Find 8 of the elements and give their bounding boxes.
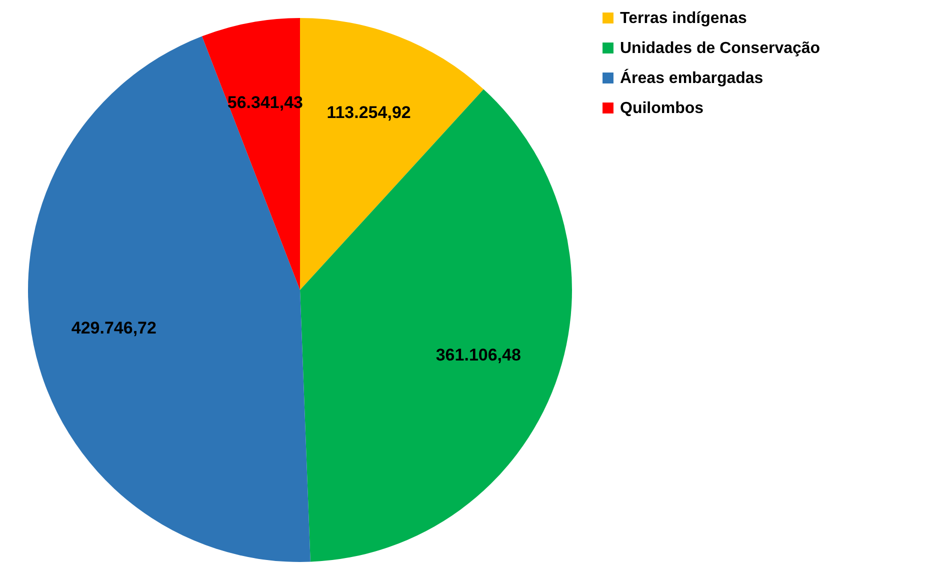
legend-label: Quilombos	[620, 100, 704, 117]
legend-label: Terras indígenas	[620, 10, 747, 27]
data-label: 429.746,72	[71, 318, 156, 338]
legend-label: Unidades de Conservação	[620, 40, 820, 57]
data-label: 113.254,92	[326, 102, 411, 122]
pie-slice	[28, 36, 310, 562]
legend-label: Áreas embargadas	[620, 68, 764, 87]
data-label: 361.106,48	[436, 345, 521, 364]
